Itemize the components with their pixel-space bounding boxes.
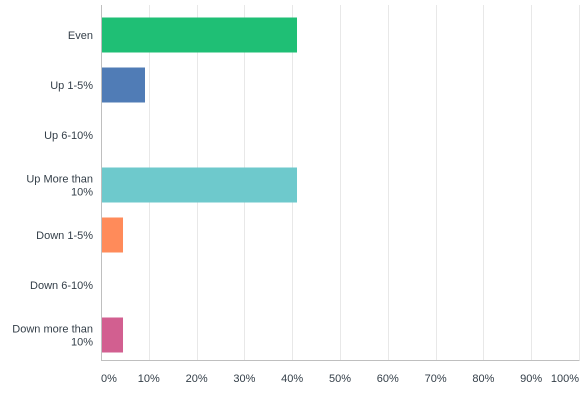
category-label: Even xyxy=(68,30,93,42)
category-label: Down more than 10% xyxy=(12,324,93,349)
x-tick-label: 10% xyxy=(138,373,160,385)
x-tick-label: 90% xyxy=(520,373,542,385)
bar-even[interactable] xyxy=(101,17,298,53)
category-label-line: Down 6-10% xyxy=(30,280,93,292)
category-label: Up 1-5% xyxy=(50,80,93,92)
x-tick-label: 30% xyxy=(233,373,255,385)
x-tick-label: 60% xyxy=(377,373,399,385)
category-label-line: Down more than xyxy=(12,324,93,336)
axis-layer xyxy=(101,5,580,361)
x-tick-label: 0% xyxy=(101,373,117,385)
bar-up-more-than-10[interactable] xyxy=(101,167,298,203)
x-tick-label: 80% xyxy=(472,373,494,385)
bar-up-1-5[interactable] xyxy=(101,67,145,103)
category-label-line: 10% xyxy=(71,337,93,349)
x-tick-label: 70% xyxy=(425,373,447,385)
x-tick-label: 100% xyxy=(551,373,579,385)
category-label: Up More than 10% xyxy=(26,174,93,199)
x-tick-label: 20% xyxy=(186,373,208,385)
category-label-line: Down 1-5% xyxy=(36,230,93,242)
x-tick-label: 40% xyxy=(281,373,303,385)
category-label-line: Up More than xyxy=(26,174,93,186)
x-tick-label: 50% xyxy=(329,373,351,385)
category-label-line: Even xyxy=(68,30,93,42)
bars-layer xyxy=(101,17,298,353)
x-tick-labels: 0% 10% 20% 30% 40% 50% 60% 70% 80% 90% 100% xyxy=(101,373,579,385)
category-label-line: 10% xyxy=(71,187,93,199)
category-label: Down 6-10% xyxy=(30,280,93,292)
bar-down-more-than-10[interactable] xyxy=(101,317,124,353)
category-label-line: Up 1-5% xyxy=(50,80,93,92)
category-label: Up 6-10% xyxy=(44,130,93,142)
bar-down-1-5[interactable] xyxy=(101,217,124,253)
category-label-line: Up 6-10% xyxy=(44,130,93,142)
grid-layer xyxy=(149,5,580,360)
category-label: Down 1-5% xyxy=(36,230,93,242)
